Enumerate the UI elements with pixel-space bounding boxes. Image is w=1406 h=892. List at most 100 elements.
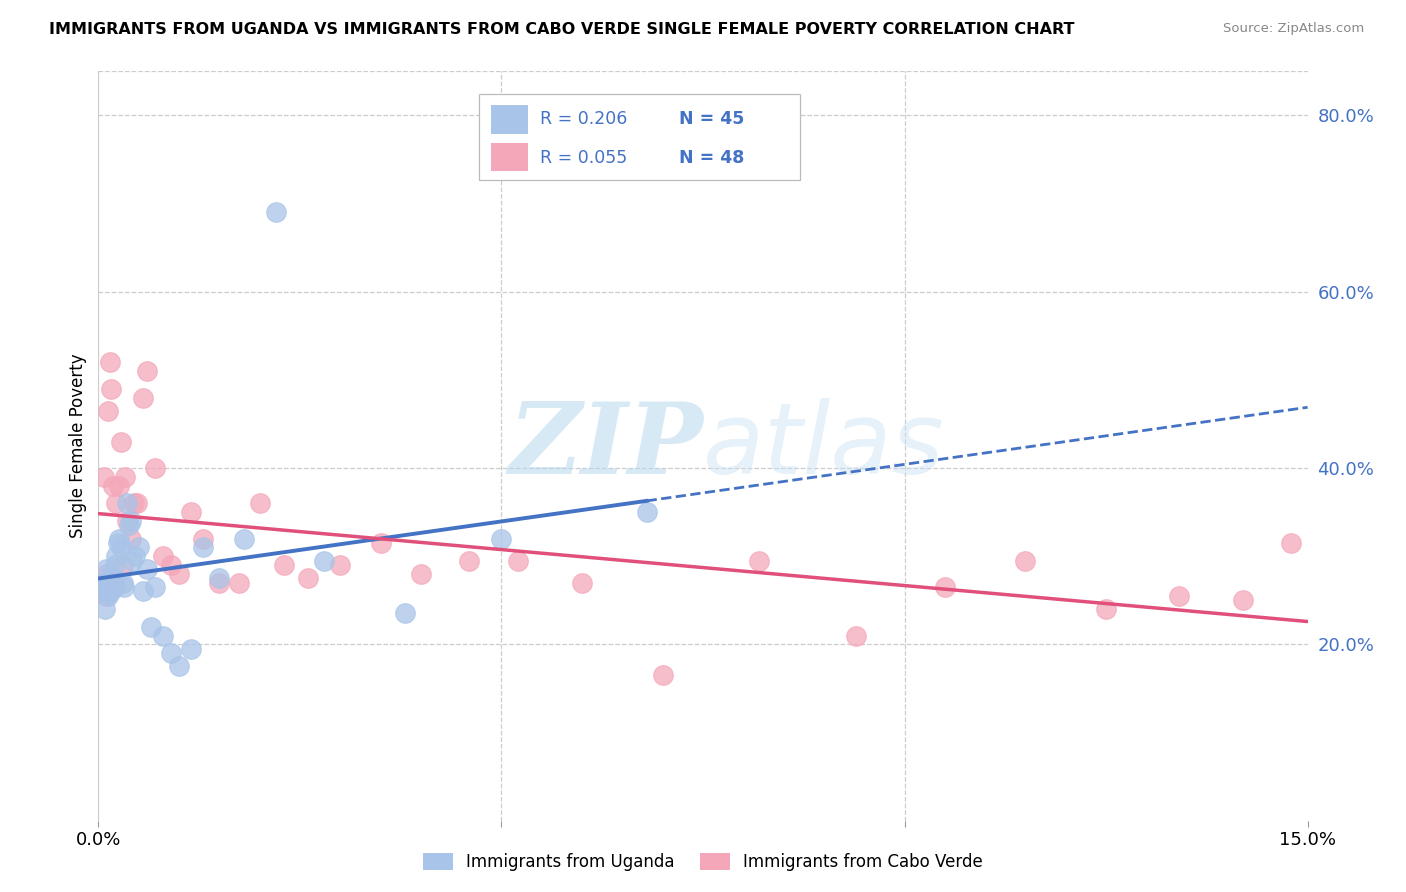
FancyBboxPatch shape [479, 94, 800, 180]
Point [103, 575, 125, 590]
Point [103, 558, 125, 572]
Point [98, 584, 121, 599]
Point [110, 541, 132, 555]
Point [97, 403, 120, 417]
Text: R = 0.055: R = 0.055 [540, 149, 627, 167]
Point [101, 478, 124, 492]
Point [160, 558, 183, 572]
Point [114, 470, 136, 484]
Point [91, 575, 114, 590]
Point [110, 434, 132, 449]
Point [96, 566, 118, 581]
Point [101, 580, 124, 594]
Point [193, 532, 215, 546]
Point [180, 641, 202, 656]
Y-axis label: Single Female Poverty: Single Female Poverty [69, 354, 87, 538]
Point [273, 558, 295, 572]
Text: R = 0.206: R = 0.206 [540, 110, 627, 128]
Point [506, 553, 529, 567]
Point [1014, 553, 1036, 567]
Point [107, 478, 129, 492]
Point [228, 575, 250, 590]
Point [651, 668, 673, 682]
Point [107, 536, 129, 550]
Point [105, 496, 128, 510]
Point [1232, 593, 1254, 607]
Point [118, 518, 141, 533]
Point [491, 532, 513, 546]
Point [103, 580, 125, 594]
Point [132, 584, 155, 599]
Point [329, 558, 352, 572]
Point [748, 553, 770, 567]
Point [96, 580, 118, 594]
Point [249, 496, 271, 510]
Point [314, 553, 336, 567]
Point [845, 628, 868, 642]
Point [297, 571, 319, 585]
Point [167, 659, 190, 673]
Point [167, 566, 190, 581]
Point [1095, 602, 1118, 616]
Point [122, 496, 145, 510]
Point [120, 514, 142, 528]
Point [128, 541, 150, 555]
Point [93, 470, 115, 484]
Point [91, 584, 114, 599]
Point [571, 575, 593, 590]
Point [1167, 589, 1189, 603]
Bar [492, 105, 527, 134]
Point [91, 584, 114, 599]
Point [180, 505, 202, 519]
Point [97, 575, 120, 590]
Point [121, 553, 143, 567]
Point [101, 571, 124, 585]
Point [193, 541, 215, 555]
Point [108, 532, 131, 546]
Point [394, 607, 416, 621]
Point [98, 355, 121, 369]
Point [105, 549, 128, 564]
Point [93, 580, 115, 594]
Point [94, 575, 117, 590]
Point [100, 584, 122, 599]
Point [143, 580, 166, 594]
Point [112, 580, 135, 594]
Point [135, 364, 157, 378]
Point [370, 536, 392, 550]
Point [96, 562, 118, 576]
Point [90, 580, 112, 594]
Text: ZIP: ZIP [508, 398, 703, 494]
Point [117, 514, 139, 528]
Point [111, 558, 134, 572]
Point [111, 575, 134, 590]
Point [94, 589, 117, 603]
Text: N = 48: N = 48 [679, 149, 744, 167]
Point [458, 553, 481, 567]
Point [115, 496, 138, 510]
Legend: Immigrants from Uganda, Immigrants from Cabo Verde: Immigrants from Uganda, Immigrants from … [415, 845, 991, 880]
Point [124, 549, 146, 564]
Point [934, 580, 956, 594]
Point [132, 391, 155, 405]
Point [152, 549, 174, 564]
Text: IMMIGRANTS FROM UGANDA VS IMMIGRANTS FROM CABO VERDE SINGLE FEMALE POVERTY CORRE: IMMIGRANTS FROM UGANDA VS IMMIGRANTS FRO… [49, 22, 1074, 37]
Point [409, 566, 432, 581]
Point [94, 602, 117, 616]
Text: atlas: atlas [703, 398, 945, 494]
Point [120, 532, 142, 546]
Point [208, 571, 231, 585]
Bar [492, 143, 527, 171]
Point [160, 646, 183, 660]
Point [636, 505, 658, 519]
Point [90, 580, 112, 594]
Point [97, 589, 120, 603]
Point [232, 532, 254, 546]
Point [100, 382, 122, 396]
Point [139, 620, 162, 634]
Point [1281, 536, 1303, 550]
Text: N = 45: N = 45 [679, 110, 744, 128]
Point [264, 205, 287, 219]
Point [208, 575, 231, 590]
Point [94, 584, 117, 599]
